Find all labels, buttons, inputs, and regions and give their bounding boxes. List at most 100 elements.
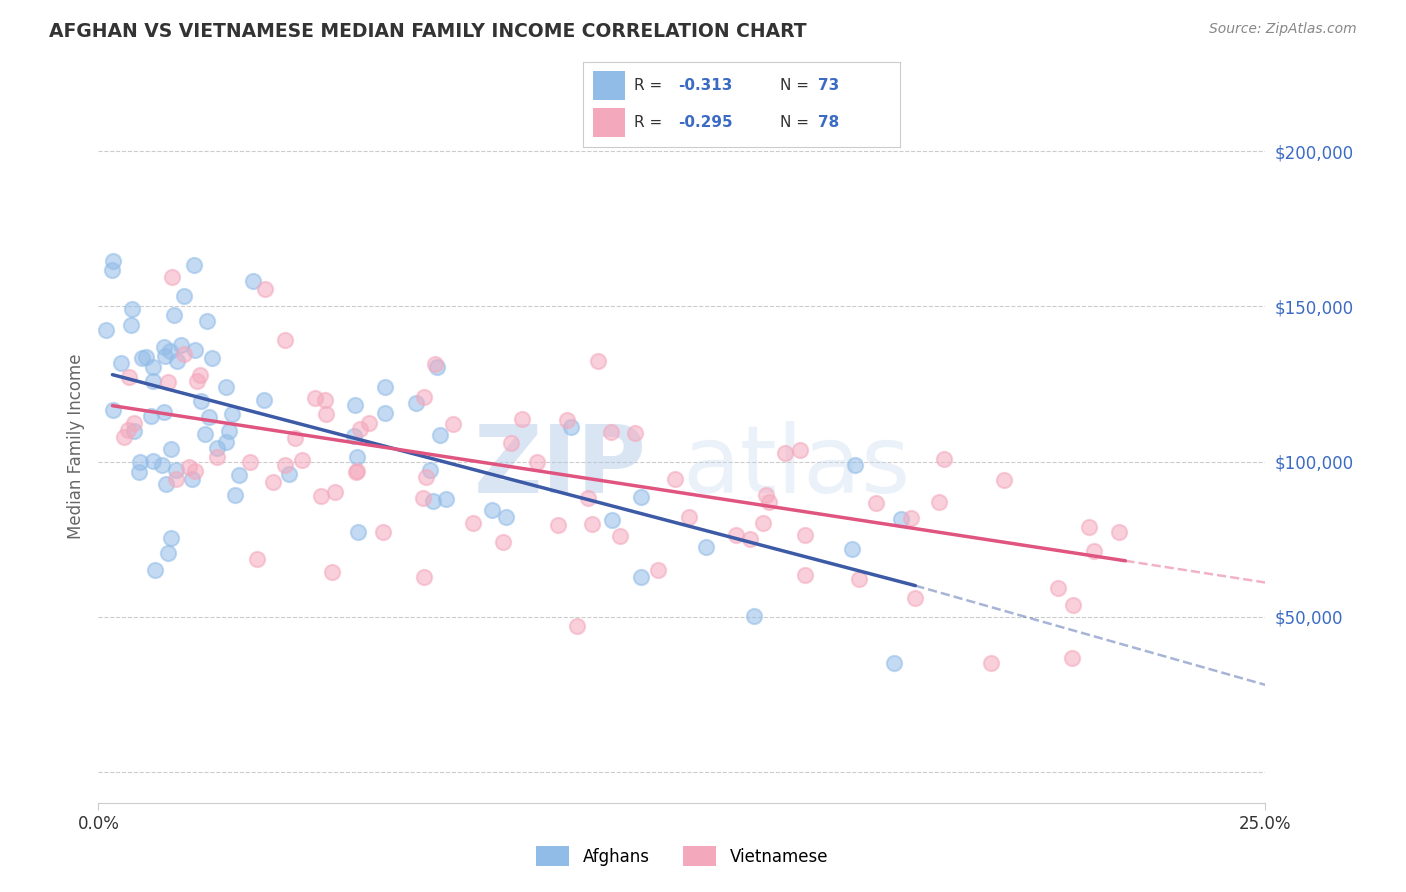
Point <box>481 503 503 517</box>
Point <box>624 426 647 441</box>
Text: 78: 78 <box>818 115 839 130</box>
Point <box>122 424 145 438</box>
Point <box>131 351 153 366</box>
Point <box>841 541 863 556</box>
Point <box>101 402 124 417</box>
Point <box>775 446 797 460</box>
Point <box>228 467 250 482</box>
Point <box>890 512 912 526</box>
Point <box>586 353 609 368</box>
Point <box>159 344 181 359</box>
Point <box>142 454 165 468</box>
Point <box>904 591 927 605</box>
Point <box>740 533 762 547</box>
Text: R =: R = <box>634 115 668 130</box>
Point <box>156 376 179 390</box>
Point <box>242 274 264 288</box>
Point <box>425 357 447 371</box>
Point <box>346 464 368 478</box>
Text: N =: N = <box>779 115 814 130</box>
Point <box>647 563 669 577</box>
Point <box>434 491 457 506</box>
Point <box>273 458 295 472</box>
Point <box>321 565 343 579</box>
Point <box>103 253 125 268</box>
Point <box>755 488 778 502</box>
Point <box>405 396 427 410</box>
Point <box>934 451 956 466</box>
Point <box>165 472 187 486</box>
Point <box>284 431 307 445</box>
Text: N =: N = <box>779 78 814 93</box>
Point <box>139 409 162 424</box>
Point <box>499 436 522 450</box>
Point <box>183 258 205 272</box>
Point <box>159 531 181 545</box>
Point <box>357 417 380 431</box>
Point <box>600 513 623 527</box>
Point <box>848 572 870 586</box>
Point <box>441 417 464 431</box>
Point <box>900 511 922 525</box>
Point <box>156 545 179 559</box>
Bar <box>593 108 624 137</box>
Point <box>215 380 238 394</box>
Point <box>221 407 243 421</box>
Text: -0.295: -0.295 <box>678 115 733 130</box>
Legend: Afghans, Vietnamese: Afghans, Vietnamese <box>529 839 835 873</box>
Point <box>510 412 533 426</box>
Point <box>1047 581 1070 595</box>
Point <box>724 528 747 542</box>
Point <box>253 282 276 296</box>
Point <box>201 351 224 365</box>
Point <box>794 528 817 542</box>
Point <box>343 398 366 412</box>
Point <box>599 425 621 440</box>
Point <box>492 535 515 549</box>
Point <box>291 453 314 467</box>
Point <box>194 426 217 441</box>
Point <box>110 356 132 370</box>
Point <box>630 570 652 584</box>
Point <box>101 263 124 277</box>
Point <box>160 270 183 285</box>
Point <box>495 509 517 524</box>
Point <box>415 470 437 484</box>
Point <box>165 463 187 477</box>
Point <box>166 353 188 368</box>
Point <box>422 494 444 508</box>
Point <box>278 467 301 482</box>
Point <box>347 525 370 540</box>
Point <box>181 472 204 486</box>
Point <box>463 516 485 531</box>
Point <box>664 472 686 486</box>
Text: 73: 73 <box>818 78 839 93</box>
Point <box>793 568 815 582</box>
Point <box>118 370 141 384</box>
Text: ZIP: ZIP <box>474 421 647 514</box>
Point <box>928 494 950 508</box>
Point <box>224 488 246 502</box>
Point <box>309 489 332 503</box>
Point <box>993 474 1015 488</box>
Point <box>205 450 228 464</box>
Point <box>315 407 337 421</box>
Point <box>581 516 603 531</box>
Point <box>758 495 780 509</box>
Point <box>177 459 200 474</box>
Point <box>155 476 177 491</box>
Point <box>426 360 449 375</box>
Point <box>304 391 326 405</box>
Point <box>314 392 336 407</box>
Point <box>153 340 176 354</box>
Point <box>215 434 238 449</box>
Text: Source: ZipAtlas.com: Source: ZipAtlas.com <box>1209 22 1357 37</box>
Point <box>173 288 195 302</box>
Point <box>865 495 887 509</box>
Point <box>195 314 218 328</box>
Text: atlas: atlas <box>682 421 910 514</box>
Point <box>560 420 582 434</box>
Point <box>695 540 717 554</box>
Point <box>153 405 176 419</box>
Point <box>374 407 396 421</box>
